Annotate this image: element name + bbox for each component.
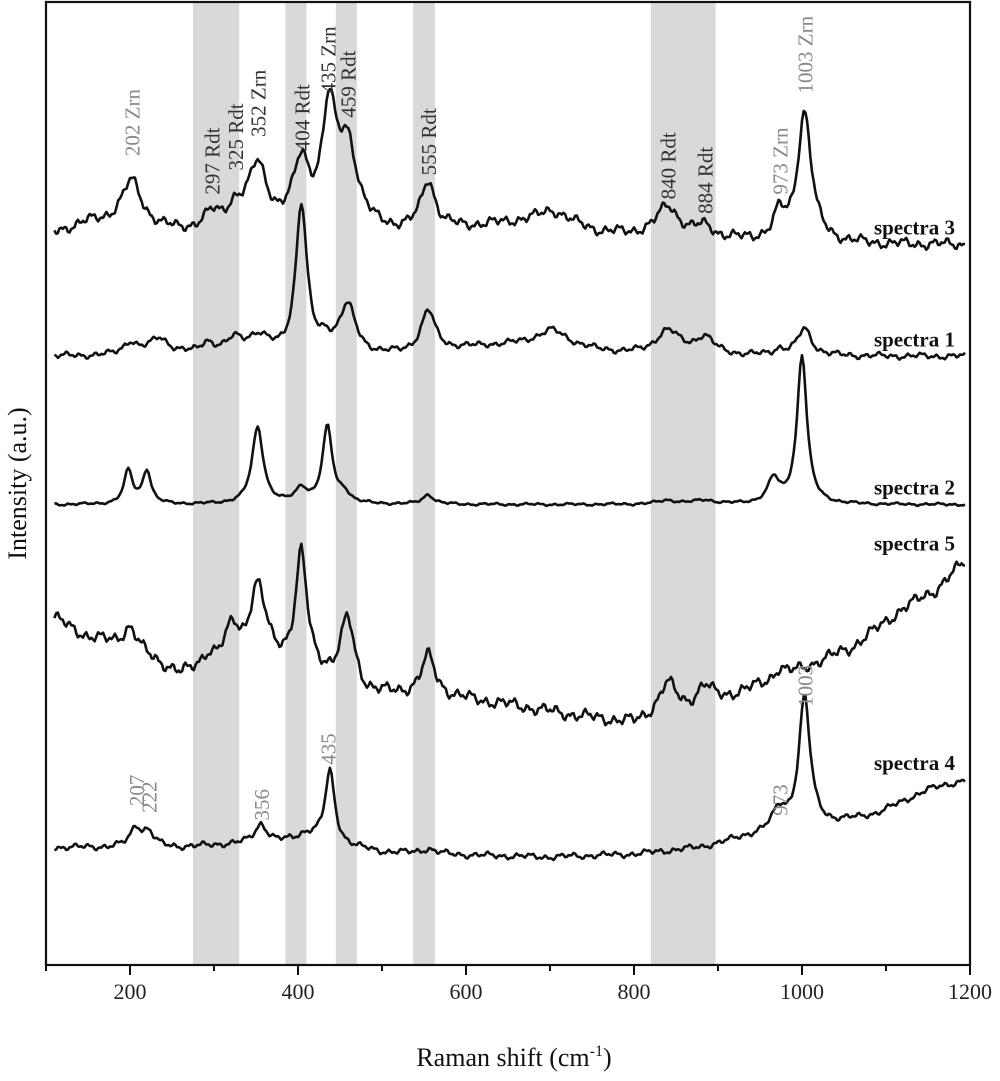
x-axis-ticks: 200 400 600 800 1000 1200: [45, 965, 992, 1004]
peak-label-9: 884 Rdt: [694, 147, 718, 214]
peak-label-10: 973 Zrn: [768, 127, 792, 195]
y-axis-title: Intensity (a.u.): [3, 407, 32, 559]
x-axis-title: Raman shift (cm-1): [416, 1043, 611, 1072]
trace-spectra-1: [53, 202, 966, 361]
trace-spectra-2: [54, 353, 966, 508]
spectra-traces: [53, 87, 966, 862]
x-tick-label-800: 800: [618, 979, 651, 1004]
x-tick-label-200: 200: [114, 979, 147, 1004]
trace-spectra-4: [53, 693, 966, 862]
peak-label-4: 404 Rdt: [290, 84, 314, 151]
peak-label-12: 207: [125, 775, 149, 807]
shaded-band-2: [335, 2, 357, 965]
spectrum-label-spectra-3: spectra 3: [874, 216, 955, 240]
spectrum-label-spectra-1: spectra 1: [874, 327, 955, 351]
spectrum-label-spectra-4: spectra 4: [874, 751, 956, 775]
plot-frame: [44, 0, 972, 967]
shaded-band-1: [285, 2, 307, 965]
peak-label-7: 555 Rdt: [417, 108, 441, 175]
x-tick-label-1200: 1200: [948, 979, 992, 1004]
spectrum-labels: spectra 3 spectra 1 spectra 2 spectra 5 spec…: [874, 216, 956, 775]
spectrum-label-spectra-5: spectra 5: [874, 532, 955, 556]
peak-label-17: 1003: [794, 665, 818, 707]
shaded-band-3: [413, 2, 435, 965]
shaded-band-4: [650, 2, 716, 965]
x-tick-label-400: 400: [282, 979, 315, 1004]
spectrum-label-spectra-2: spectra 2: [874, 476, 955, 500]
shaded-bands: [193, 2, 716, 965]
peak-label-1: 297 Rdt: [200, 127, 224, 194]
x-tick-label-1000: 1000: [780, 979, 824, 1004]
peak-label-5: 435 Zrn: [316, 26, 340, 94]
peak-label-0: 202 Zrn: [121, 89, 145, 157]
peak-label-3: 352 Zrn: [247, 69, 271, 137]
peak-label-6: 459 Rdt: [337, 50, 361, 117]
peak-label-13: 222: [137, 781, 161, 813]
shaded-band-0: [193, 2, 240, 965]
peak-label-11: 1003 Zrn: [794, 15, 818, 93]
x-tick-label-600: 600: [450, 979, 483, 1004]
peak-label-2: 325 Rdt: [224, 103, 248, 170]
peak-label-14: 356: [250, 789, 274, 821]
trace-spectra-5: [53, 542, 966, 727]
trace-spectra-3: [53, 87, 965, 251]
peak-label-8: 840 Rdt: [657, 132, 681, 199]
peak-label-16: 973: [768, 784, 792, 816]
peak-label-15: 435: [316, 733, 340, 765]
